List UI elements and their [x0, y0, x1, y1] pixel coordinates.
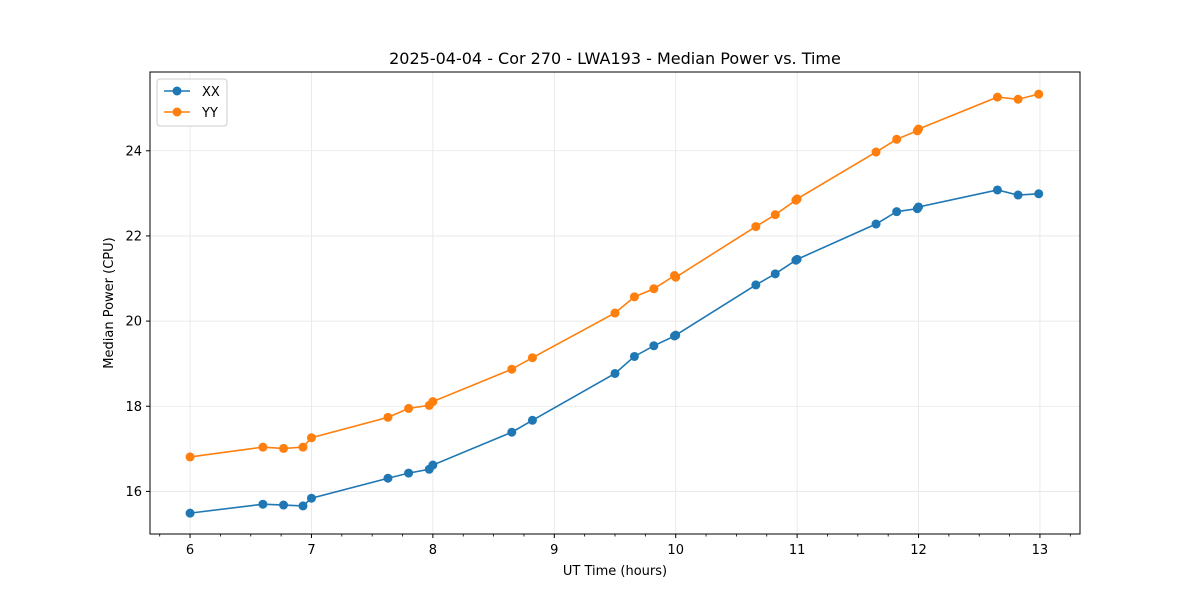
data-point-yy: [671, 272, 681, 282]
legend: XX YY: [156, 78, 228, 127]
x-tick-label: 10: [667, 543, 684, 558]
data-point-xx: [507, 427, 517, 437]
series-layer: [185, 89, 1044, 518]
data-point-xx: [892, 207, 902, 217]
y-tick-label: 20: [125, 315, 142, 330]
data-point-yy: [383, 412, 393, 422]
data-point-xx: [629, 351, 639, 361]
data-point-yy: [1013, 94, 1023, 104]
data-point-yy: [404, 403, 414, 413]
data-point-xx: [1034, 189, 1044, 199]
data-point-xx: [751, 280, 761, 290]
data-point-yy: [914, 124, 924, 134]
x-tick-label: 11: [789, 543, 806, 558]
data-point-yy: [892, 134, 902, 144]
data-point-yy: [871, 147, 881, 157]
data-point-xx: [1013, 190, 1023, 200]
data-point-xx: [792, 254, 802, 264]
axis-ticks: 6 7 8 9 10 11 12 13 16 18 20 22 24: [125, 144, 1071, 558]
data-point-xx: [258, 499, 268, 509]
legend-label-xx: XX: [202, 85, 220, 100]
y-tick-label: 18: [125, 400, 142, 415]
data-point-xx: [279, 500, 289, 510]
data-point-yy: [527, 353, 537, 363]
data-point-xx: [649, 341, 659, 351]
data-point-yy: [610, 308, 620, 318]
x-tick-label: 6: [186, 543, 194, 558]
data-point-yy: [792, 194, 802, 204]
data-point-yy: [298, 442, 308, 452]
data-point-yy: [1034, 89, 1044, 99]
data-point-yy: [279, 443, 289, 453]
data-point-yy: [770, 210, 780, 220]
data-point-xx: [671, 330, 681, 340]
data-point-yy: [306, 433, 316, 443]
x-tick-label: 13: [1032, 543, 1049, 558]
y-tick-label: 22: [125, 229, 142, 244]
x-tick-label: 12: [910, 543, 927, 558]
data-point-xx: [770, 269, 780, 279]
data-point-xx: [610, 368, 620, 378]
data-point-yy: [258, 442, 268, 452]
legend-marker-xx: [172, 86, 182, 96]
legend-label-yy: YY: [201, 106, 218, 121]
data-point-yy: [629, 292, 639, 302]
data-point-yy: [185, 452, 195, 462]
data-point-xx: [298, 501, 308, 511]
data-point-yy: [507, 364, 517, 374]
data-point-xx: [306, 493, 316, 503]
x-axis-label: UT Time (hours): [563, 564, 667, 579]
y-tick-label: 16: [125, 485, 142, 500]
data-point-xx: [185, 508, 195, 518]
data-point-yy: [751, 222, 761, 232]
grid-lines: [150, 72, 1080, 534]
series-xx: [185, 185, 1044, 518]
data-point-xx: [404, 468, 414, 478]
x-tick-label: 9: [550, 543, 558, 558]
data-point-xx: [383, 473, 393, 483]
data-point-xx: [871, 219, 881, 229]
chart-title: 2025-04-04 - Cor 270 - LWA193 - Median P…: [389, 49, 841, 68]
series-yy: [185, 89, 1044, 462]
data-point-yy: [428, 397, 438, 407]
x-tick-label: 7: [307, 543, 315, 558]
x-tick-label: 8: [429, 543, 437, 558]
data-point-xx: [914, 202, 924, 212]
data-point-xx: [527, 415, 537, 425]
data-point-xx: [428, 460, 438, 470]
legend-marker-yy: [172, 107, 182, 117]
data-point-yy: [649, 284, 659, 294]
y-tick-label: 24: [125, 144, 142, 159]
data-point-yy: [992, 92, 1002, 102]
data-point-xx: [992, 185, 1002, 195]
y-axis-label: Median Power (CPU): [102, 237, 117, 368]
